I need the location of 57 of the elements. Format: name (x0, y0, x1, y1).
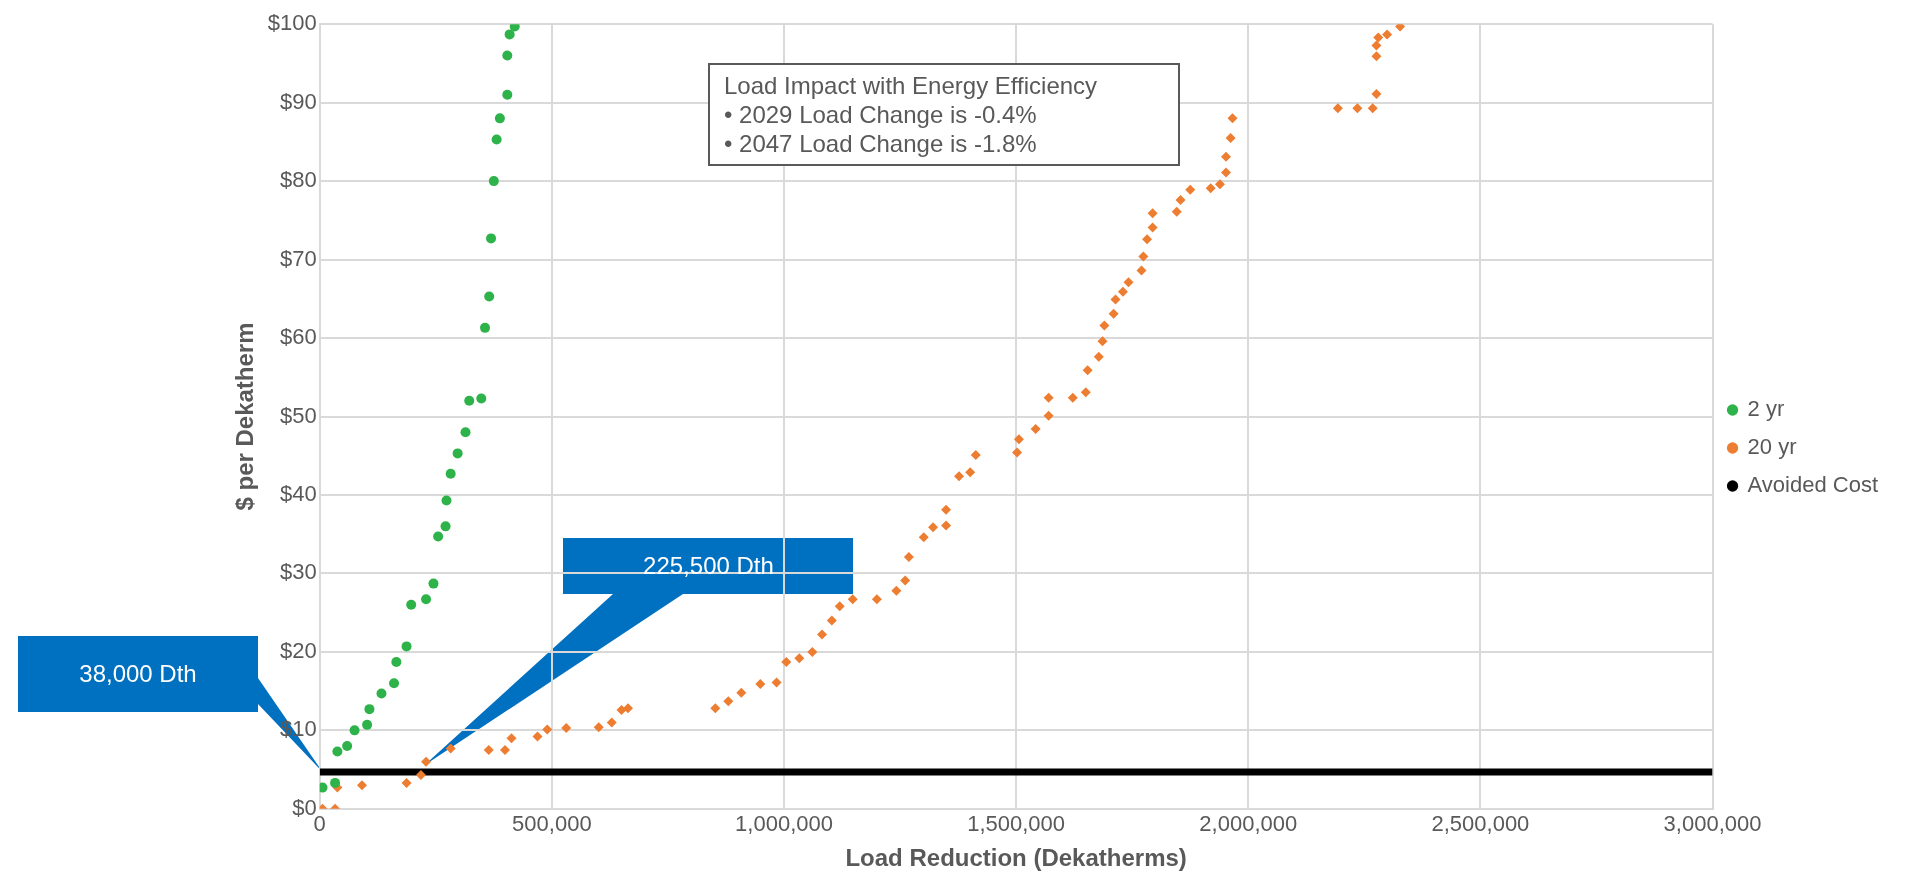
legend-label: Avoided Cost (1747, 472, 1878, 498)
point (452, 448, 463, 459)
x-tick-label: 2,500,000 (1431, 811, 1530, 837)
annotation: • 2029 Load Change is -0.4% (724, 100, 1038, 129)
y-axis-title: $ per Dekatherm (231, 322, 259, 511)
point (421, 594, 432, 605)
x-tick-label: 1,500,000 (967, 811, 1066, 837)
x-tick-label: 3,000,000 (1663, 811, 1762, 837)
legend-label: 2 yr (1747, 396, 1785, 422)
point (364, 704, 375, 715)
point (401, 641, 412, 652)
point (460, 427, 471, 438)
annotation: Load Impact with Energy Efficiency (724, 71, 1099, 100)
x-axis-title: Load Reduction (Dekatherms) (845, 844, 1187, 872)
point (389, 678, 400, 689)
point (509, 24, 520, 32)
y-tick-label: $70 (280, 245, 317, 271)
text: 38,000 Dth (78, 659, 198, 689)
point (504, 29, 515, 40)
annotation: • 2047 Load Change is -1.8% (724, 129, 1038, 158)
point (476, 393, 487, 404)
y-tick-label: $30 (280, 559, 317, 585)
x-tick-label: 1,000,000 (735, 811, 833, 837)
point (330, 777, 341, 788)
point (342, 741, 353, 752)
y-tick-label: $50 (280, 402, 317, 428)
point (332, 746, 343, 757)
legend-label: 20 yr (1747, 434, 1797, 460)
point (362, 719, 373, 730)
point (488, 176, 499, 187)
point (491, 134, 502, 145)
y-tick-label: $100 (267, 10, 317, 36)
y-tick-label: $20 (280, 637, 317, 663)
x-tick-label: 500,000 (512, 811, 592, 837)
y-tick-label: $40 (280, 481, 317, 507)
point (464, 395, 475, 406)
x-tick-label: 2,000,000 (1199, 811, 1298, 837)
point (502, 50, 513, 61)
point (428, 578, 439, 589)
point (319, 782, 328, 793)
point (441, 495, 452, 506)
point (445, 468, 456, 479)
point (486, 233, 497, 244)
y-tick-label: $60 (280, 324, 317, 350)
point (376, 688, 387, 699)
point (349, 725, 360, 736)
point (440, 521, 451, 532)
point (484, 291, 495, 302)
y-tick-label: $80 (280, 167, 317, 193)
point (433, 531, 444, 542)
point (494, 113, 505, 124)
point (406, 599, 417, 610)
point (480, 322, 491, 333)
y-tick-label: $90 (280, 88, 317, 114)
text-box: Load Impact with Energy Efficiency • 2029 Load Change is -0.4% • 2047 Load Change is -1.8% (708, 63, 1180, 166)
point (502, 89, 513, 100)
point (391, 657, 402, 668)
